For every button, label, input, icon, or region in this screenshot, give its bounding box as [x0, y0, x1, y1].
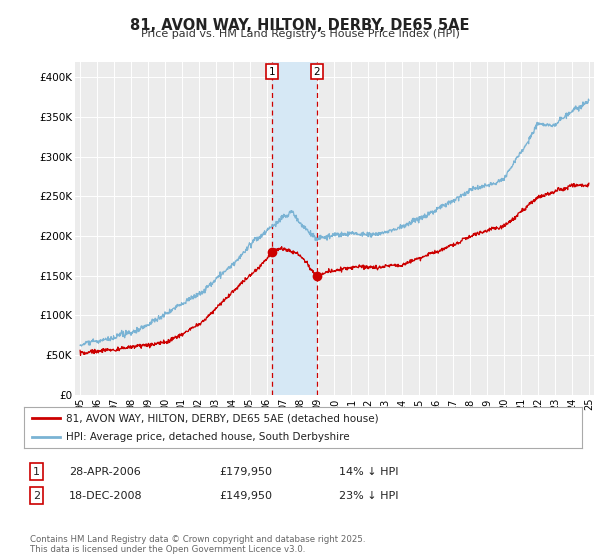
Text: Contains HM Land Registry data © Crown copyright and database right 2025.
This d: Contains HM Land Registry data © Crown c… — [30, 535, 365, 554]
Text: 28-APR-2006: 28-APR-2006 — [69, 466, 141, 477]
Text: 1: 1 — [269, 67, 275, 77]
Text: 81, AVON WAY, HILTON, DERBY, DE65 5AE: 81, AVON WAY, HILTON, DERBY, DE65 5AE — [130, 18, 470, 33]
Text: 2: 2 — [314, 67, 320, 77]
Text: 1: 1 — [33, 466, 40, 477]
Text: £149,950: £149,950 — [219, 491, 272, 501]
Text: HPI: Average price, detached house, South Derbyshire: HPI: Average price, detached house, Sout… — [66, 432, 349, 442]
Text: 23% ↓ HPI: 23% ↓ HPI — [339, 491, 398, 501]
Text: 2: 2 — [33, 491, 40, 501]
Bar — [272, 62, 317, 395]
Text: Price paid vs. HM Land Registry's House Price Index (HPI): Price paid vs. HM Land Registry's House … — [140, 29, 460, 39]
Text: 81, AVON WAY, HILTON, DERBY, DE65 5AE (detached house): 81, AVON WAY, HILTON, DERBY, DE65 5AE (d… — [66, 413, 379, 423]
Text: 14% ↓ HPI: 14% ↓ HPI — [339, 466, 398, 477]
Text: £179,950: £179,950 — [219, 466, 272, 477]
Text: 18-DEC-2008: 18-DEC-2008 — [69, 491, 143, 501]
